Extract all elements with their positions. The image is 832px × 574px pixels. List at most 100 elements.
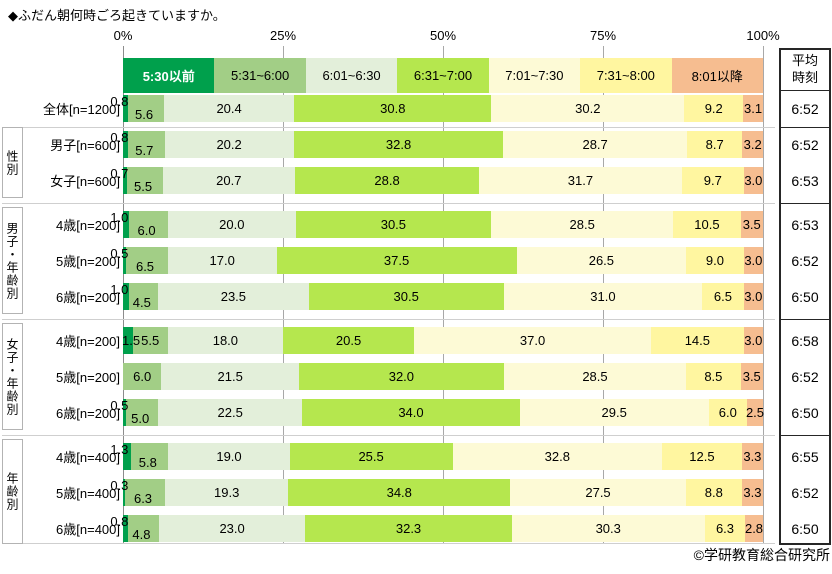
- avg-header-line2: 時刻: [791, 70, 818, 85]
- bar-row: 23.0 32.3 30.3 6.3 2.8 0.8 4.8: [110, 515, 763, 542]
- bar-segment: [129, 211, 168, 238]
- bar-segment: 6.3: [704, 515, 746, 542]
- avg-time-value: 6:52: [791, 484, 819, 501]
- bar-segment: [128, 515, 159, 542]
- bar-segment: [127, 167, 163, 194]
- bar-segment: 6.0: [708, 399, 747, 426]
- bar-segment: [128, 95, 164, 122]
- bar-segment: 3.3: [741, 479, 763, 506]
- bar-segment: 12.5: [662, 443, 742, 470]
- bar-row: 6.0 21.5 32.0 28.5 8.5 3.5: [123, 363, 763, 390]
- bar-value-label: 1.0: [110, 210, 129, 225]
- avg-time-value: 6:58: [791, 332, 819, 349]
- bar-value-label: 6.5: [135, 259, 155, 274]
- group-label: 女子・年齢別: [5, 337, 19, 416]
- axis-tick-label: 25%: [269, 28, 297, 43]
- avg-time-value: 6:52: [791, 368, 819, 385]
- group-label: 年齢別: [5, 472, 19, 511]
- bar-segment: 3.0: [743, 327, 763, 354]
- bar-row: 19.3 34.8 27.5 8.8 3.3 0.3 6.3: [110, 479, 763, 506]
- bar-segment: 32.8: [293, 131, 504, 158]
- bar-row: 17.0 37.5 26.5 9.0 3.0 0.5 6.5: [110, 247, 763, 274]
- bar-segment: 32.0: [298, 363, 504, 390]
- row-label: 全体[n=1200]: [43, 102, 120, 117]
- bar-segment: [123, 443, 132, 470]
- bar-segment: 9.2: [684, 95, 744, 122]
- bar-value-label: 5.6: [134, 107, 154, 122]
- legend-item: 7:01~7:30: [488, 58, 581, 93]
- bar-segment: [123, 327, 133, 354]
- bar-segment: [128, 131, 165, 158]
- bar-segment: 19.3: [165, 479, 289, 506]
- row-label: 5歳[n=200]: [56, 254, 120, 269]
- row-label: 男子[n=600]: [50, 138, 120, 153]
- bar-segment: [123, 95, 129, 122]
- bar-segment: 31.0: [503, 283, 703, 310]
- bar-segment: [123, 247, 127, 274]
- bar-value-label: 0.8: [110, 130, 129, 145]
- avg-time-value: 6:50: [791, 404, 819, 421]
- group-label-box: 年齢別: [2, 439, 23, 544]
- group-label: 男子・年齢別: [5, 221, 19, 300]
- bar-segment: [124, 479, 166, 506]
- axis-tick-label: 75%: [589, 28, 617, 43]
- bar-segment: [131, 443, 169, 470]
- bar-segment: 2.8: [745, 515, 763, 542]
- bar-segment: 30.8: [294, 95, 492, 122]
- avg-time-value: 6:55: [791, 448, 819, 465]
- bar-segment: [123, 211, 130, 238]
- avg-time-value: 6:53: [791, 172, 819, 189]
- chart-title: ◆ふだん朝何時ごろ起きていますか。: [8, 8, 226, 23]
- avg-group-line: [781, 203, 829, 204]
- bar-segment: 37.0: [414, 327, 651, 354]
- bar-segment: [126, 399, 159, 426]
- avg-group-line: [781, 319, 829, 320]
- avg-time-column-box: [779, 48, 831, 545]
- row-label: 5歳[n=400]: [56, 486, 120, 501]
- bar-segment: 17.0: [167, 247, 277, 274]
- bar-value-label: 5.0: [131, 411, 150, 426]
- bar-segment: 20.5: [282, 327, 415, 354]
- bar-value-label: 0.7: [110, 166, 129, 181]
- bar-value-label: 6.0: [137, 223, 156, 238]
- group-separator-line: [2, 203, 775, 204]
- gridline: [763, 46, 764, 543]
- row-label: 4歳[n=400]: [56, 450, 120, 465]
- bar-segment: 10.5: [673, 211, 741, 238]
- bar-row: 20.4 30.8 30.2 9.2 3.1 0.8 5.6: [110, 95, 763, 122]
- legend: 5:30以前 5:31~6:00 6:01~6:30 6:31~7:00 7:01~7:…: [123, 58, 763, 93]
- group-separator-line: [2, 127, 775, 128]
- bar-segment: 32.3: [305, 515, 512, 542]
- avg-group-line: [781, 435, 829, 436]
- bar-row: 5.5 18.0 20.5 37.0 14.5 3.0 1.5: [122, 327, 763, 354]
- copyright: ©学研教育総合研究所: [693, 547, 830, 563]
- bar-value-label: 5.5: [134, 179, 153, 194]
- row-label: 6歳[n=200]: [56, 406, 120, 421]
- bar-value-label: 0.5: [110, 398, 129, 413]
- bar-segment: [123, 399, 127, 426]
- avg-time-value: 6:52: [791, 252, 819, 269]
- avg-time-header: 平均 時刻: [779, 52, 831, 86]
- bar-segment: 25.5: [289, 443, 453, 470]
- bar-segment: [126, 247, 168, 274]
- bar-value-label: 0.8: [110, 94, 129, 109]
- legend-item: 8:01以降: [671, 58, 763, 93]
- bar-segment: 28.5: [490, 211, 674, 238]
- bar-segment: [123, 131, 129, 158]
- bar-segment: 22.5: [158, 399, 303, 426]
- bar-value-label: 0.5: [110, 246, 129, 261]
- bar-segment: 20.4: [163, 95, 295, 122]
- row-label: 4歳[n=200]: [56, 334, 120, 349]
- bar-segment: 37.5: [276, 247, 517, 274]
- bar-value-label: 5.8: [138, 455, 157, 470]
- row-label: 女子[n=600]: [50, 174, 120, 189]
- bar-row: 19.0 25.5 32.8 12.5 3.3 1.3 5.8: [110, 443, 763, 470]
- bar-segment: 29.5: [519, 399, 709, 426]
- axis-tick-label: 0%: [113, 28, 133, 43]
- avg-time-value: 6:50: [791, 288, 819, 305]
- bar-segment: 34.0: [302, 399, 520, 426]
- bar-segment: 2.5: [746, 399, 764, 426]
- group-separator-line: [2, 435, 775, 436]
- plot-bottom-line: [2, 543, 775, 544]
- bar-value-label: 1.3: [110, 442, 129, 457]
